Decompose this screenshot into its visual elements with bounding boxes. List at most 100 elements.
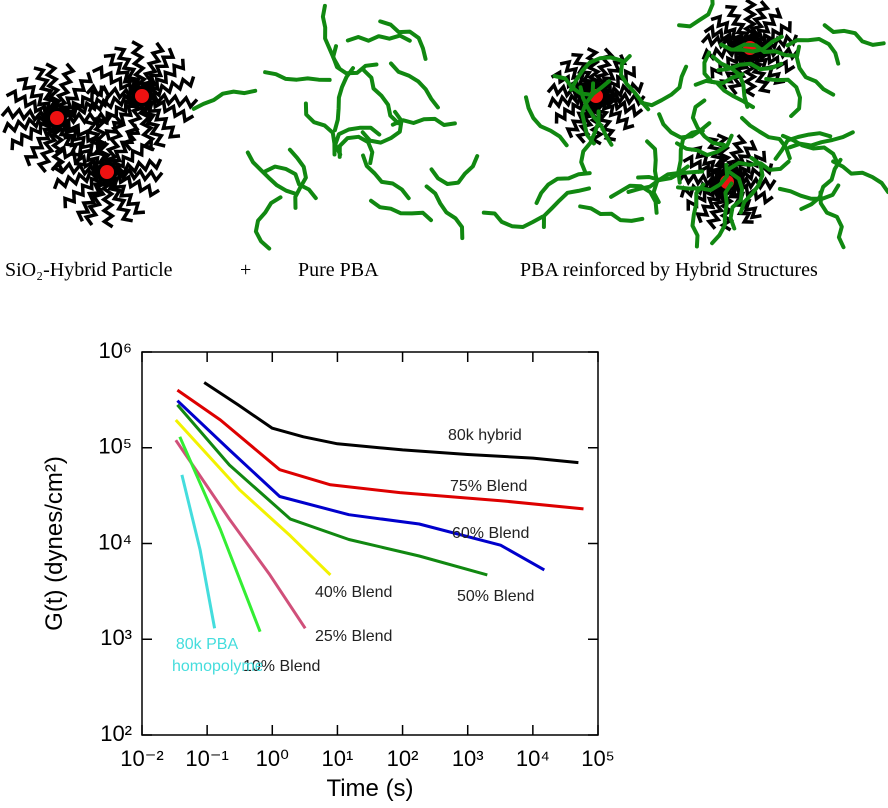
polymer-chain xyxy=(799,157,843,211)
particle-arm xyxy=(103,171,134,223)
polymer-chain xyxy=(645,139,661,205)
polymer-chain xyxy=(690,182,706,249)
polymer-chain xyxy=(378,19,428,61)
polymer-chain xyxy=(727,170,745,231)
particle-arm xyxy=(686,179,728,211)
particle-arm xyxy=(749,7,783,50)
particle-arm xyxy=(75,170,108,223)
polymer-chain xyxy=(361,153,411,201)
polymer-chain xyxy=(303,101,337,157)
polymer-chain xyxy=(191,88,258,111)
series-label: 40% Blend xyxy=(315,584,392,601)
polymer-chain xyxy=(831,159,888,194)
series-label: 80k PBA homopolymer xyxy=(172,636,262,675)
series-line xyxy=(176,399,546,572)
particle-arm xyxy=(141,58,186,98)
polymer-chain xyxy=(578,204,645,223)
series-line xyxy=(178,436,262,633)
particle-arm xyxy=(104,94,143,141)
polymer-chain xyxy=(773,131,833,161)
particle-arm xyxy=(105,169,161,199)
particle-arm xyxy=(114,46,146,97)
polymer-chain xyxy=(287,147,308,210)
polymer-chain xyxy=(361,68,401,126)
particle-arm xyxy=(130,40,148,97)
series-label: 50% Blend xyxy=(457,588,534,605)
polymer-chain xyxy=(320,3,342,71)
particle-arm xyxy=(565,94,597,139)
polymer-chain xyxy=(818,190,846,250)
particle-arm xyxy=(106,157,163,178)
series-label: 75% Blend xyxy=(450,478,527,495)
polymer-chain xyxy=(568,55,624,92)
polymer-chain xyxy=(719,34,784,54)
polymer-chain xyxy=(369,198,433,223)
polymer-chain xyxy=(541,186,592,229)
particle-core xyxy=(135,89,149,103)
particle-arm xyxy=(105,171,146,215)
series-label-box: 80k PBA homopolymer xyxy=(172,636,262,675)
chart: 10⁻² 10⁻¹ 10⁰ 10¹ 10² 10³ 10⁴ 10⁵ 10² 10³ 10⁴ 10⁵ 10… xyxy=(41,338,615,802)
particle-arm xyxy=(141,75,196,101)
particle-arm xyxy=(745,0,771,50)
polymer-chain xyxy=(333,125,382,157)
series-label: 60% Blend xyxy=(452,525,529,542)
y-tick-label: 10² xyxy=(100,721,132,746)
particle-arm xyxy=(44,62,63,119)
particle-arm xyxy=(725,4,754,49)
particle-arm xyxy=(2,112,58,134)
polymer-chain xyxy=(429,154,480,186)
x-axis-label: Time (s) xyxy=(326,775,413,802)
series-line xyxy=(203,381,579,465)
polymer-chain xyxy=(253,195,283,251)
schematic-label: + xyxy=(240,259,251,281)
particle-arm xyxy=(106,139,154,175)
y-tick-label: 10⁵ xyxy=(98,434,132,459)
particle-arm xyxy=(56,71,94,120)
polymer-chain xyxy=(619,54,651,112)
particle-arm xyxy=(595,66,637,99)
x-tick-label: 10⁴ xyxy=(516,746,550,771)
schematic-label: Pure PBA xyxy=(298,259,379,281)
polymer-chain xyxy=(675,162,730,193)
particle-arm xyxy=(140,94,195,124)
particle-arm xyxy=(559,59,598,97)
polymer-chain xyxy=(263,70,332,82)
particle-arm xyxy=(23,116,58,167)
polymer-chain xyxy=(657,112,712,140)
polymer-chain xyxy=(785,37,841,66)
particle-arm xyxy=(52,62,77,120)
y-tick-label: 10⁶ xyxy=(98,338,132,363)
schematic-label: PBA reinforced by Hybrid Structures xyxy=(520,259,818,281)
polymer-chain xyxy=(578,85,614,147)
x-tick-label: 10¹ xyxy=(322,746,354,771)
particle-arm xyxy=(138,41,166,98)
polymer-chain xyxy=(609,183,659,215)
schematic xyxy=(0,0,888,251)
particle-arm xyxy=(52,167,108,190)
particle-arm xyxy=(588,94,605,146)
particle-arm xyxy=(690,145,729,183)
polymer-chain xyxy=(524,95,569,148)
particle-arm xyxy=(5,88,59,120)
polymer-chain xyxy=(245,150,299,197)
particle-arm xyxy=(100,171,116,229)
series-label: 10% Blend xyxy=(243,658,320,675)
y-axis-label: G(t) (dynes/cm²) xyxy=(41,456,68,631)
polymer-chain xyxy=(389,61,440,110)
x-tick-label: 10⁵ xyxy=(581,746,615,771)
particle-arm xyxy=(140,90,199,110)
series-line xyxy=(174,418,332,576)
particle-arm xyxy=(677,170,729,189)
particle-arm xyxy=(742,0,758,50)
particle-arm xyxy=(742,46,758,98)
series-line xyxy=(174,439,307,630)
particle-arm xyxy=(85,83,144,102)
polymer-chain xyxy=(822,23,886,47)
polymer-chain xyxy=(794,44,836,97)
polymer-chain xyxy=(626,164,690,194)
polymer-chain xyxy=(580,81,596,146)
particle-arm xyxy=(10,115,58,151)
particle-arm xyxy=(54,144,109,174)
polymer-chain xyxy=(677,0,715,29)
